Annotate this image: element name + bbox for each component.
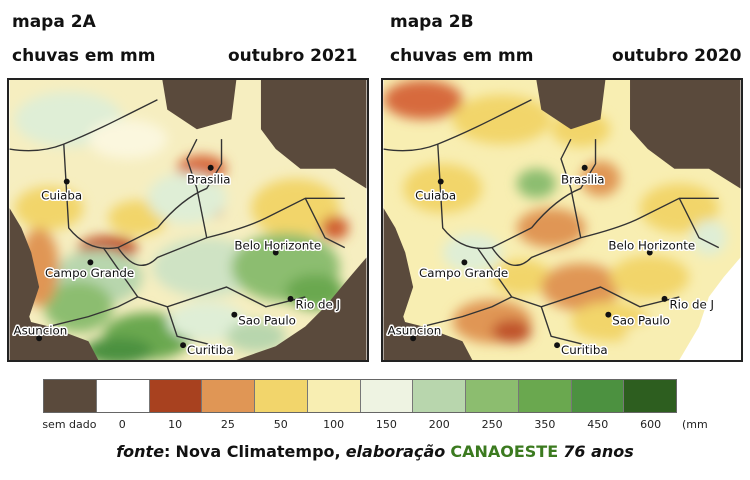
precipitation-legend — [43, 379, 677, 413]
legend-swatch — [307, 380, 361, 412]
legend-swatch — [360, 380, 414, 412]
map-2b-city-label: Rio de J — [669, 298, 714, 312]
map-2a-city-label: Belo Horizonte — [234, 239, 321, 253]
legend-label: 0 — [118, 418, 126, 431]
legend-label: 50 — [273, 418, 288, 431]
legend-swatch — [96, 380, 150, 412]
legend-label: 250 — [481, 418, 503, 431]
map-2a-subtitle: chuvas em mm — [12, 46, 156, 66]
legend-label: 150 — [375, 418, 397, 431]
legend-label: sem dado — [42, 418, 97, 431]
map-2b-city-label: Campo Grande — [419, 266, 508, 280]
map-2a-panel: Cuiaba Brasilia Campo Grande Belo Horizo… — [7, 78, 369, 362]
map-2b-panel: Cuiaba Brasilia Campo Grande Belo Horizo… — [381, 78, 743, 362]
legend-label: 350 — [534, 418, 556, 431]
legend-label: 100 — [323, 418, 345, 431]
legend-swatch — [202, 380, 255, 412]
legend-swatch — [413, 380, 466, 412]
map-2a-city-label: Sao Paulo — [238, 314, 296, 328]
legend-swatch — [466, 380, 519, 412]
map-2b-city-label: Belo Horizonte — [608, 239, 695, 253]
map-2a-city-label: Curitiba — [187, 343, 234, 357]
map-2a-period: outubro 2021 — [228, 46, 358, 66]
map-2b-city-label: Asuncion — [387, 323, 441, 337]
source-credit: fonte: Nova Climatempo, elaboração CANAO… — [0, 442, 750, 461]
map-2b-city-label: Curitiba — [561, 343, 608, 357]
map-2b-image: Cuiaba Brasilia Campo Grande Belo Horizo… — [383, 80, 741, 360]
legend-swatch — [571, 380, 625, 412]
source-elaboration: elaboração — [345, 442, 446, 461]
legend-swatch — [518, 380, 572, 412]
legend-label: 600 — [640, 418, 662, 431]
map-2a-city-label: Asuncion — [13, 323, 67, 337]
legend-label: 450 — [587, 418, 609, 431]
legend-unit: (mm — [682, 418, 708, 431]
source-years: 76 anos — [563, 442, 634, 461]
legend-swatch — [255, 380, 308, 412]
legend-swatch — [44, 380, 97, 412]
legend-label: 10 — [168, 418, 183, 431]
legend-label: 200 — [428, 418, 450, 431]
map-2a-city-label: Campo Grande — [45, 266, 134, 280]
map-2b-city-label: Cuiaba — [415, 188, 456, 202]
map-2a-city-label: Rio de J — [295, 298, 340, 312]
map-2b-title: mapa 2B — [390, 12, 474, 32]
legend-swatch — [149, 380, 203, 412]
map-2a-image: Cuiaba Brasilia Campo Grande Belo Horizo… — [9, 80, 367, 360]
legend-label: 25 — [220, 418, 235, 431]
map-2b-period: outubro 2020 — [612, 46, 742, 66]
source-label: fonte — [116, 442, 165, 461]
map-2a-title: mapa 2A — [12, 12, 96, 32]
map-2b-subtitle: chuvas em mm — [390, 46, 534, 66]
map-2a-city-label: Cuiaba — [41, 188, 82, 202]
map-2b-city-label: Brasilia — [561, 173, 605, 187]
source-separator: : — [164, 442, 171, 461]
source-brand: CANAOESTE — [450, 442, 559, 461]
legend-swatch — [624, 380, 676, 412]
map-2b-city-label: Sao Paulo — [612, 314, 670, 328]
map-2a-city-label: Brasilia — [187, 173, 231, 187]
source-provider: Nova Climatempo, — [175, 442, 341, 461]
